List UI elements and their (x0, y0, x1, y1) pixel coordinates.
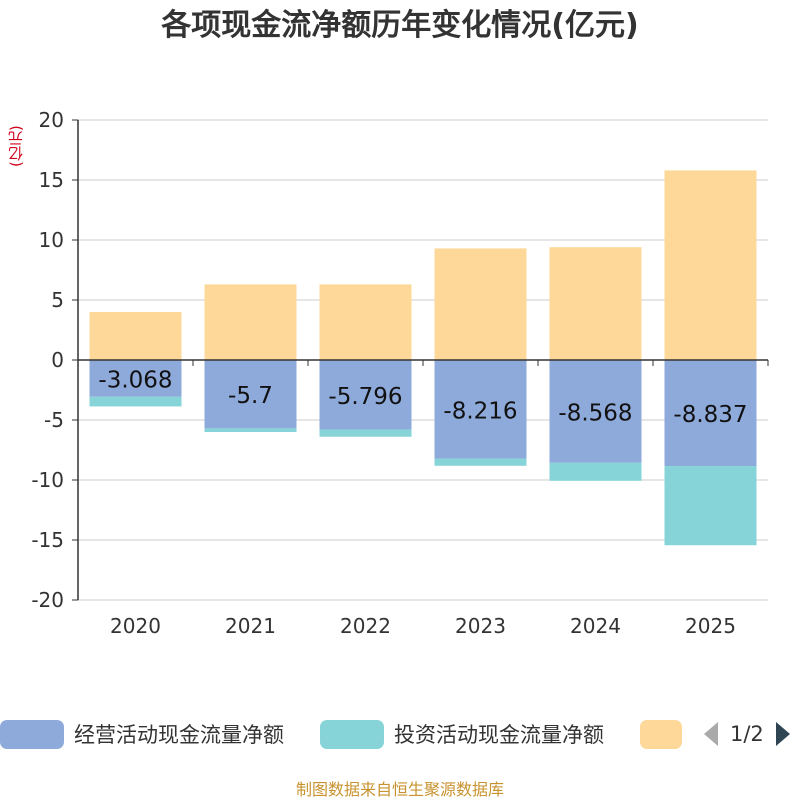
bar-segment (434, 248, 527, 360)
y-tick-label: -10 (31, 468, 64, 492)
data-label: -8.216 (443, 398, 517, 424)
bar-segment (664, 466, 757, 546)
y-tick-label: 20 (39, 108, 64, 132)
bar-segment (434, 458, 527, 466)
legend-page-indicator: 1/2 (730, 722, 764, 746)
data-label: -5.7 (228, 383, 273, 409)
bar-segment (89, 396, 182, 407)
y-tick-label: 15 (39, 168, 64, 192)
legend-pager: 1/2 (700, 716, 794, 752)
x-tick-label: 2021 (225, 614, 276, 638)
x-tick-label: 2023 (455, 614, 506, 638)
bar-segment (664, 360, 757, 467)
bar-segment (89, 312, 182, 360)
legend-item-operating[interactable]: 经营活动现金流量净额 (0, 716, 284, 752)
triangle-left-icon (704, 722, 718, 746)
data-label: -5.796 (328, 384, 402, 410)
bar-segment (319, 360, 412, 430)
y-tick-label: -20 (31, 588, 64, 612)
y-tick-label: 10 (39, 228, 64, 252)
bar-segment (319, 284, 412, 360)
data-label: -8.837 (673, 402, 747, 428)
legend-next-button[interactable] (772, 718, 794, 750)
legend-label-investing: 投资活动现金流量净额 (394, 723, 604, 747)
x-tick-label: 2022 (340, 614, 391, 638)
bar-segment (319, 429, 412, 437)
bar-segment (204, 428, 297, 432)
data-label: -8.568 (558, 400, 632, 426)
bar-segment (549, 462, 642, 481)
bar-segment (204, 360, 297, 429)
y-tick-label: 5 (51, 288, 64, 312)
bar-segment (89, 360, 182, 397)
legend-swatch-investing (320, 719, 384, 749)
x-tick-label: 2024 (570, 614, 621, 638)
y-tick-label: -5 (44, 408, 64, 432)
legend-swatch-operating (0, 719, 64, 749)
x-tick-label: 2025 (685, 614, 736, 638)
legend-swatch-third (640, 719, 682, 749)
bar-segment (204, 284, 297, 360)
legend-label-operating: 经营活动现金流量净额 (74, 723, 284, 747)
chart-title: 各项现金流净额历年变化情况(亿元) (161, 8, 639, 43)
bar-segment (664, 170, 757, 360)
x-tick-label: 2020 (110, 614, 161, 638)
data-source-footer: 制图数据来自恒生聚源数据库 (295, 780, 504, 799)
bar-segment (434, 360, 527, 459)
legend-item-investing[interactable]: 投资活动现金流量净额 (320, 716, 604, 752)
bar-segment (549, 247, 642, 360)
triangle-right-icon (775, 722, 790, 746)
data-label: -3.068 (98, 367, 172, 393)
y-tick-label: -15 (31, 528, 64, 552)
legend: 经营活动现金流量净额 投资活动现金流量净额 1/2 (0, 716, 800, 756)
y-tick-label: 0 (51, 348, 64, 372)
legend-item-third[interactable] (640, 716, 692, 752)
bar-segment (549, 360, 642, 463)
legend-prev-button[interactable] (700, 718, 722, 750)
